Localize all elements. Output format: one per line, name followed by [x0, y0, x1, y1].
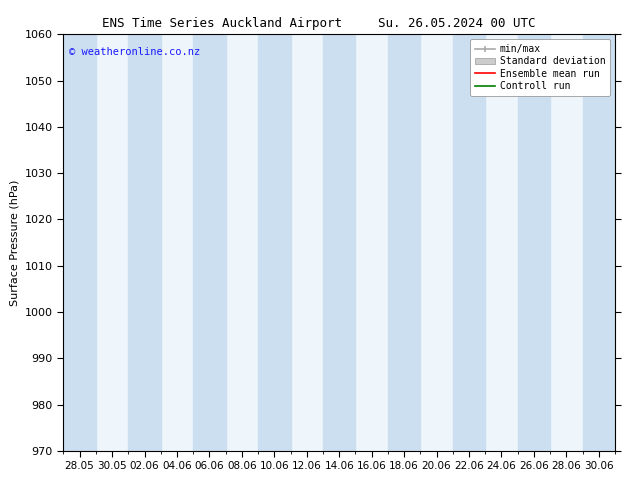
Bar [193, 34, 226, 451]
Legend: min/max, Standard deviation, Ensemble mean run, Controll run: min/max, Standard deviation, Ensemble me… [470, 39, 610, 96]
Text: ENS Time Series Auckland Airport: ENS Time Series Auckland Airport [102, 17, 342, 30]
Bar [583, 34, 615, 451]
Bar [258, 34, 290, 451]
Bar [128, 34, 161, 451]
Text: Su. 26.05.2024 00 UTC: Su. 26.05.2024 00 UTC [378, 17, 535, 30]
Bar [323, 34, 356, 451]
Bar [63, 34, 96, 451]
Y-axis label: Surface Pressure (hPa): Surface Pressure (hPa) [10, 179, 19, 306]
Text: © weatheronline.co.nz: © weatheronline.co.nz [69, 47, 200, 57]
Bar [453, 34, 485, 451]
Bar [517, 34, 550, 451]
Bar [388, 34, 420, 451]
